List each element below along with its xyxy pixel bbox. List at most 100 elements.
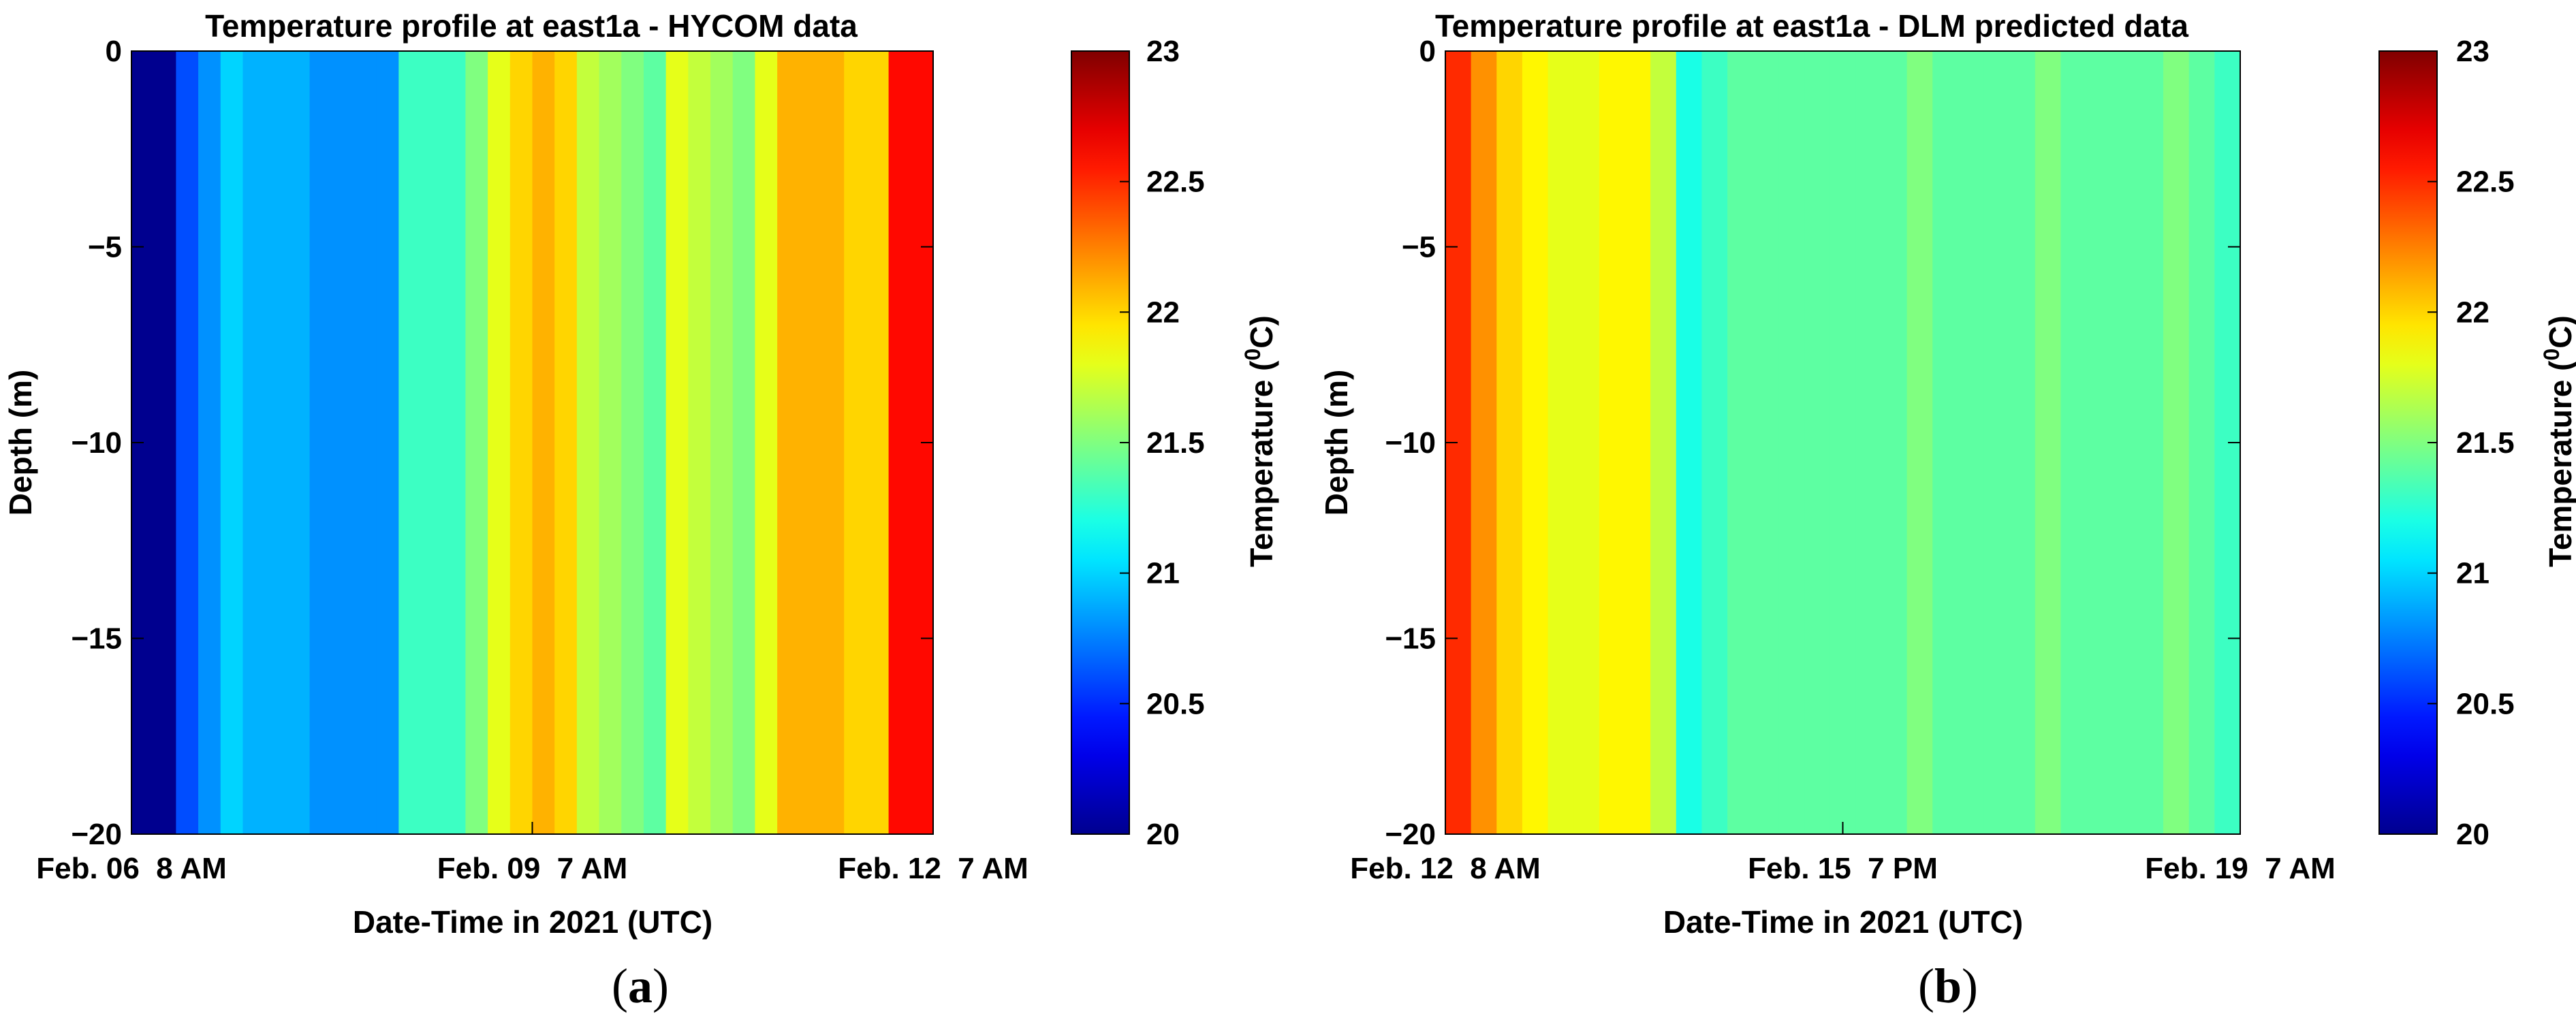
- heatmap-column: [1804, 51, 1831, 834]
- heatmap-column: [176, 51, 200, 834]
- y-axis: 0 −5 −10 −15 −20: [71, 35, 933, 851]
- colorbar-tick-label: 22: [1146, 296, 1180, 329]
- colorbar-gradient: [2378, 50, 2438, 835]
- caption-open-paren: (: [1918, 959, 1934, 1013]
- heatmap-column: [443, 51, 467, 834]
- y-tick-label: −20: [71, 818, 122, 851]
- x-tick-label: Feb. 09 7 AM: [437, 852, 628, 885]
- heatmap-column: [1753, 51, 1780, 834]
- colorbar-label-superscript: 0: [1240, 349, 1265, 361]
- heatmap-column: [844, 51, 867, 834]
- heatmap-column: [1829, 51, 1857, 834]
- heatmap-column: [220, 51, 244, 834]
- heatmap-column: [2009, 51, 2036, 834]
- heatmap-column: [1778, 51, 1806, 834]
- heatmap-column: [1471, 51, 1498, 834]
- heatmap-column: [309, 51, 333, 834]
- heatmap-column: [242, 51, 266, 834]
- heatmap-column: [888, 51, 912, 834]
- colorbar-tick-label: 23: [1146, 35, 1180, 68]
- heatmap-column: [1573, 51, 1600, 834]
- heatmap-column: [755, 51, 779, 834]
- heatmap-column: [1881, 51, 1908, 834]
- heatmap-column: [599, 51, 623, 834]
- colorbar: 20 20.5 21 21.5 22 22.5 23: [2378, 35, 2515, 851]
- y-tick-label: −5: [1402, 231, 1436, 264]
- heatmap-column: [1855, 51, 1882, 834]
- x-tick-label: Feb. 06 8 AM: [36, 852, 227, 885]
- heatmap-column: [1548, 51, 1575, 834]
- heatmap-column: [710, 51, 734, 834]
- colorbar-tick-label: 22.5: [2456, 165, 2515, 199]
- y-tick-label: 0: [106, 35, 122, 68]
- x-tick-label: Feb. 12 8 AM: [1350, 852, 1541, 885]
- heatmap-area: [131, 51, 934, 834]
- caption-open-paren: (: [612, 959, 628, 1013]
- heatmap-column: [198, 51, 221, 834]
- heatmap-area: [1445, 51, 2241, 834]
- heatmap-column: [799, 51, 823, 834]
- caption-letter: a: [628, 959, 653, 1013]
- heatmap-column: [621, 51, 644, 834]
- heatmap-column: [1701, 51, 1729, 834]
- heatmap-column: [866, 51, 890, 834]
- x-tick-label: Feb. 19 7 AM: [2145, 852, 2336, 885]
- heatmap-column: [1496, 51, 1523, 834]
- heatmap-column: [287, 51, 311, 834]
- heatmap-column: [2137, 51, 2165, 834]
- heatmap-column: [509, 51, 533, 834]
- colorbar-tick-label: 22: [2456, 296, 2489, 329]
- x-tick-label: Feb. 12 7 AM: [838, 852, 1028, 885]
- chart-title: Temperature profile at east1a - DLM pred…: [1435, 8, 2188, 44]
- y-tick-label: −15: [1385, 622, 1436, 656]
- y-axis-label: Depth (m): [3, 370, 38, 516]
- heatmap-column: [777, 51, 800, 834]
- y-tick-label: −10: [71, 426, 122, 460]
- y-axis: 0 −5 −10 −15 −20: [1385, 35, 2240, 851]
- x-axis-label: Date-Time in 2021 (UTC): [353, 904, 712, 940]
- heatmap-column: [2163, 51, 2190, 834]
- colorbar-tick-label: 20: [2456, 818, 2489, 851]
- colorbar-tick-label: 22.5: [1146, 165, 1205, 199]
- caption-close-paren: ): [1962, 959, 1978, 1013]
- heatmap-column: [665, 51, 689, 834]
- heatmap-column: [488, 51, 511, 834]
- heatmap-column: [1983, 51, 2011, 834]
- colorbar: 20 20.5 21 21.5 22 22.5 23: [1071, 35, 1205, 851]
- panel-b: Temperature profile at east1a - DLM pred…: [1319, 8, 2576, 1013]
- colorbar-label-text: Temperature (: [2543, 360, 2576, 567]
- heatmap-column: [732, 51, 756, 834]
- heatmap-column: [821, 51, 845, 834]
- colorbar-tick-label: 21.5: [2456, 426, 2515, 460]
- x-tick-label: Feb. 15 7 PM: [1748, 852, 1938, 885]
- colorbar-label: Temperature (0C): [1240, 315, 1279, 567]
- heatmap-column: [421, 51, 444, 834]
- panel-a: Temperature profile at east1a - HYCOM da…: [3, 8, 1279, 1013]
- x-axis: Feb. 06 8 AM Feb. 09 7 AM Feb. 12 7 AM: [36, 822, 1028, 885]
- colorbar-tick-label: 20.5: [1146, 687, 1205, 720]
- heatmap-column: [2035, 51, 2062, 834]
- heatmap-column: [1676, 51, 1703, 834]
- heatmap-column: [688, 51, 712, 834]
- panel-caption-b: (b): [1918, 959, 1978, 1013]
- heatmap-column: [532, 51, 556, 834]
- heatmap-column: [265, 51, 288, 834]
- colorbar-label-superscript: 0: [2539, 349, 2564, 361]
- heatmap-column: [332, 51, 355, 834]
- y-tick-label: −15: [71, 622, 122, 656]
- heatmap-column: [1522, 51, 1549, 834]
- colorbar-tick-label: 20: [1146, 818, 1180, 851]
- colorbar-label-text: Temperature (: [1244, 360, 1279, 567]
- heatmap-column: [554, 51, 578, 834]
- heatmap-column: [576, 51, 600, 834]
- colorbar-tick-label: 23: [2456, 35, 2489, 68]
- heatmap-column: [376, 51, 400, 834]
- heatmap-column: [153, 51, 177, 834]
- colorbar-gradient: [1071, 50, 1130, 835]
- colorbar-tick-label: 21: [2456, 557, 2489, 590]
- heatmap-column: [2086, 51, 2113, 834]
- heatmap-column: [354, 51, 377, 834]
- heatmap-column: [1906, 51, 1934, 834]
- colorbar-label-end: C): [1244, 315, 1279, 349]
